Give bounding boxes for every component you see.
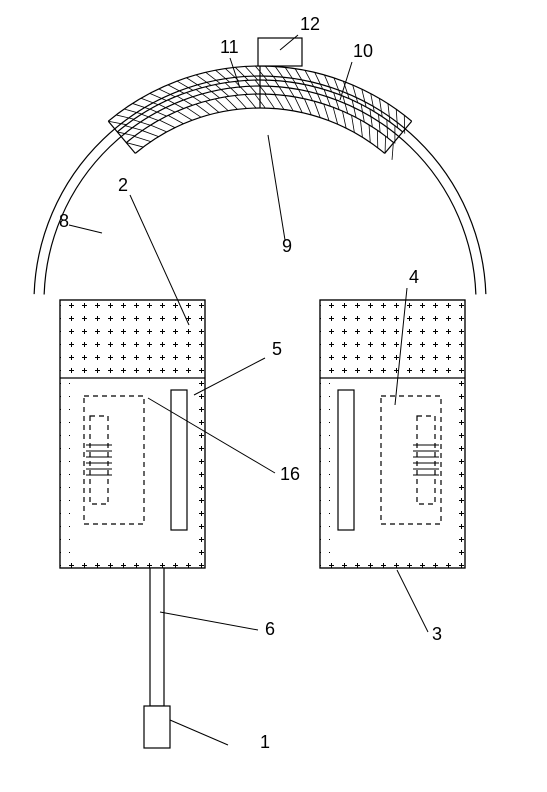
pad-hatch [295,69,304,85]
pad-hatch [370,109,372,127]
pad-hatch [235,96,247,109]
plug [144,706,170,748]
pad-hatch [159,104,175,112]
leader-8 [69,225,102,233]
pad-hatch [362,89,366,107]
label-4: 4 [409,267,419,287]
pad-hatch [196,75,211,86]
label-10: 10 [353,41,373,61]
cable [150,568,164,706]
pad-hatch [275,66,286,81]
left-rail [171,390,187,530]
headset-diagram: 1234568910111216 [0,0,547,792]
leader-3 [397,570,428,632]
pad-hatch [255,80,266,94]
pad-endcap [108,121,135,153]
pad-hatch [324,104,329,121]
label-5: 5 [272,339,282,359]
pad-hatch [396,109,397,127]
pad-hatch [295,97,303,113]
pad-hatch [333,107,337,124]
top-block [258,38,302,66]
label-11: 11 [220,37,239,57]
leader-6 [160,612,258,630]
label-2: 2 [118,175,128,195]
pad-hatch [196,104,210,114]
pad-hatch [177,111,192,120]
right-rail [338,390,354,530]
leader-1 [170,720,228,745]
pad-hatch [285,81,294,96]
pad-hatch [225,97,237,109]
pad-hatch [134,136,151,141]
pad-hatch [151,125,167,132]
pad-hatch [275,95,284,110]
pad-endcap [385,121,412,153]
pad-hatch [360,120,362,137]
pad-hatch [342,111,346,128]
pad-hatch [168,115,183,123]
pad-hatch [215,99,228,111]
pad-hatch [245,66,257,80]
pad-hatch [245,95,256,108]
label-8: 8 [59,211,69,231]
pad-hatch [245,81,257,95]
pad-hatch [235,81,247,94]
label-1: 1 [260,732,270,752]
pad-arc-line-3 [135,108,384,153]
pad-hatch [205,101,219,112]
pad-hatch [186,107,201,117]
pad-hatch [352,115,355,132]
label-9: 9 [282,236,292,256]
pad-hatch [275,81,285,96]
leader-9 [268,135,285,240]
pad-hatch [385,136,386,154]
pad-hatch [314,101,320,117]
pad-hatch [142,131,158,137]
drawing-group [34,38,486,748]
headband-outer [34,76,486,294]
label-3: 3 [432,624,442,644]
label-12: 12 [300,14,320,34]
pad-hatch [387,120,388,138]
label-16: 16 [280,464,300,484]
pad-hatch [305,70,314,86]
pad-hatch [371,94,375,112]
pad-hatch [265,94,275,108]
pad-hatch [304,99,311,115]
pad-hatch [285,67,295,82]
pad-hatch [369,125,370,142]
pad-hatch [265,80,276,95]
headband-inner [44,86,476,294]
pad-hatch [379,114,381,132]
pad-hatch [388,104,390,122]
pad-hatch [255,66,267,80]
pad-hatch [159,120,175,128]
pad-hatch [379,98,382,116]
label-6: 6 [265,619,275,639]
pad-hatch [265,66,276,81]
pad-hatch [285,95,293,110]
leader-11 [230,58,240,88]
